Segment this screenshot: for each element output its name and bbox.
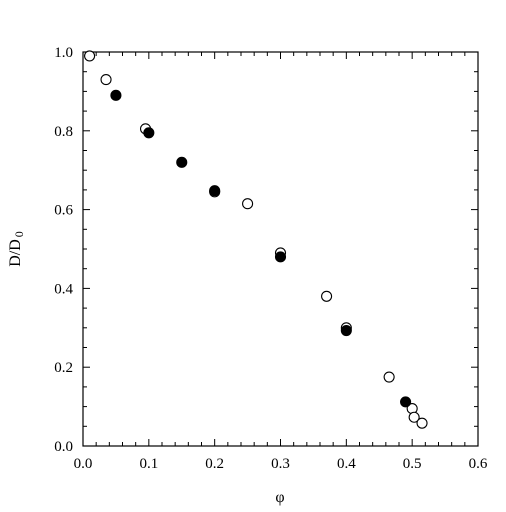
- filled-data-point: [340, 325, 352, 337]
- y-tick-label: 0.0: [54, 439, 73, 455]
- y-axis-label-subscript: 0: [12, 231, 26, 237]
- x-tick-label: 0.1: [139, 456, 158, 472]
- x-tick-label: 0.4: [337, 456, 356, 472]
- x-tick-label: 0.0: [74, 456, 93, 472]
- y-axis-label: D/D 0: [7, 231, 26, 267]
- filled-data-point: [143, 127, 155, 139]
- x-tick-label: 0.2: [205, 456, 224, 472]
- filled-data-point: [274, 251, 287, 263]
- y-tick-label: 1.0: [54, 45, 73, 61]
- filled-data-point: [400, 396, 412, 408]
- axis-ticks: [82, 51, 479, 447]
- open-data-point: [84, 50, 96, 62]
- y-tick-label: 0.2: [54, 360, 73, 376]
- open-data-point: [416, 417, 428, 429]
- open-data-point: [383, 371, 395, 383]
- filled-data-point: [176, 156, 188, 168]
- open-data-point: [242, 198, 254, 210]
- filled-data-point: [209, 185, 221, 197]
- x-tick-label: 0.5: [403, 456, 422, 472]
- filled-data-point: [110, 89, 122, 101]
- y-tick-label: 0.8: [54, 124, 73, 140]
- open-data-point: [100, 74, 112, 86]
- data-markers: [84, 50, 428, 429]
- y-tick-label: 0.4: [54, 281, 73, 297]
- open-data-point: [408, 411, 420, 423]
- x-axis-label: φ: [275, 489, 284, 506]
- y-tick-label: 0.6: [54, 203, 73, 219]
- x-tick-label: 0.6: [469, 456, 488, 472]
- tick-labels: 0.0 0.1 0.2 0.3 0.4 0.5 0.6 0.0 0.2 0.4 0.6 0.8 1.0: [54, 45, 488, 472]
- x-tick-label: 0.3: [271, 456, 290, 472]
- y-axis-label-main: D/D: [7, 239, 24, 267]
- open-data-point: [321, 290, 333, 302]
